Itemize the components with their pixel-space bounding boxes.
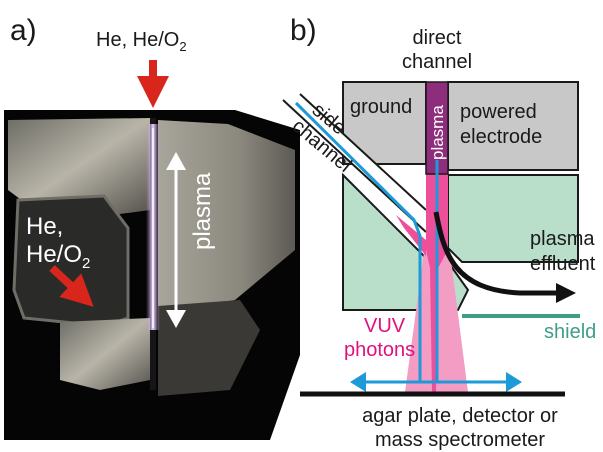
direct-channel-line1: direct — [413, 27, 462, 49]
direct-channel-line2: channel — [402, 51, 472, 73]
side-gas-label-line2: He/O2 — [26, 241, 90, 272]
top-gas-label: He, He/O2 — [96, 29, 187, 54]
effluent-arrow-line — [433, 211, 560, 296]
side-flow-line — [294, 101, 422, 382]
device-photo — [4, 110, 300, 440]
panel-b: b) direct channel ground powered electro… — [282, 14, 596, 451]
shield-label: shield — [544, 321, 596, 343]
effluent-label-line2: effluent — [530, 253, 596, 275]
flow-left-arrowhead — [350, 372, 366, 392]
side-channel-wall-upper — [299, 93, 427, 211]
panel-b-label: b) — [290, 14, 317, 47]
target-label-line1: agar plate, detector or — [362, 405, 558, 427]
panel-a: a) He, He/O2 He, He/O2 — [4, 14, 300, 440]
powered-electrode — [447, 81, 579, 171]
target-label-line2: mass spectrometer — [375, 429, 545, 451]
side-gas-arrow — [49, 265, 94, 307]
right-metal-lower — [158, 300, 260, 396]
side-gas-label-line1: He, — [26, 213, 63, 240]
panel-a-label: a) — [10, 14, 37, 47]
effluent-label-line1: plasma — [530, 228, 595, 250]
powered-label-line1: powered — [460, 101, 537, 123]
flow-right-arrowhead — [506, 372, 522, 392]
right-metal-body — [158, 120, 295, 310]
effluent-arrowhead — [556, 283, 576, 303]
plasma-length-arrow — [166, 152, 186, 328]
vuv-label-line2: photons — [344, 339, 415, 361]
channel-plasma-label: plasma — [428, 105, 447, 160]
photo-plasma-label: plasma — [189, 172, 216, 250]
ground-label: ground — [350, 96, 412, 118]
left-mint-block — [342, 172, 427, 311]
powered-label-line2: electrode — [460, 126, 542, 148]
left-metal-lower — [60, 318, 150, 390]
vuv-label-line1: VUV — [364, 315, 406, 337]
left-metal-upper — [8, 118, 150, 214]
